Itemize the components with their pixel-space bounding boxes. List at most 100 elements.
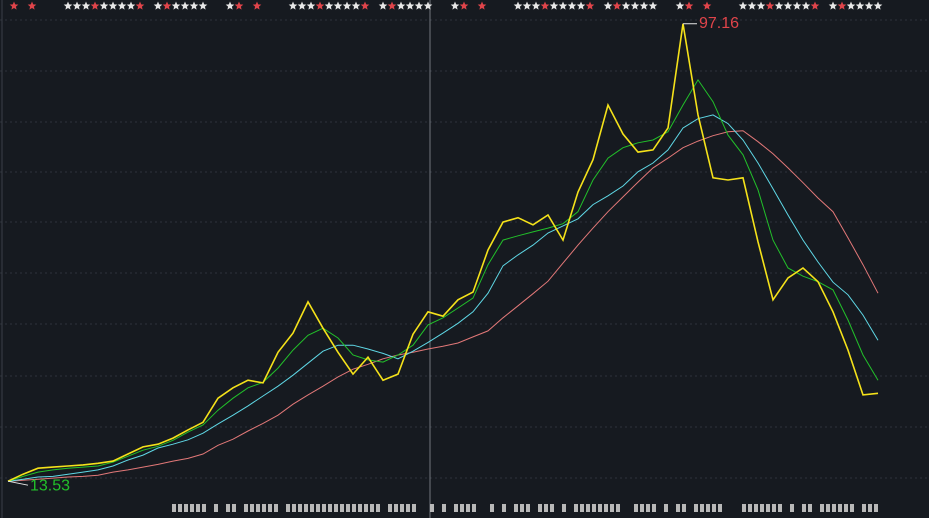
r-icon	[742, 504, 746, 512]
star-icon	[531, 1, 541, 10]
star-icon	[342, 1, 352, 10]
star-icon	[513, 1, 523, 10]
r-icon	[766, 504, 770, 512]
r-icon	[394, 504, 398, 512]
star-icon	[747, 1, 757, 10]
r-icon	[772, 504, 776, 512]
r-icon	[616, 504, 620, 512]
r-icon	[520, 504, 524, 512]
r-icon	[808, 504, 812, 512]
r-icon	[370, 504, 374, 512]
star-icon	[171, 1, 181, 10]
r-icon	[760, 504, 764, 512]
star-icon	[162, 1, 172, 10]
star-icon	[423, 1, 433, 10]
r-icon	[514, 504, 518, 512]
star-icon	[108, 1, 118, 10]
star-icon	[792, 1, 802, 10]
star-icon	[675, 1, 685, 10]
star-icon	[189, 1, 199, 10]
r-icon	[676, 504, 680, 512]
star-icon	[27, 1, 37, 10]
star-icon	[783, 1, 793, 10]
star-icon	[135, 1, 145, 10]
r-icon	[292, 504, 296, 512]
r-icon	[454, 504, 458, 512]
r-icon	[820, 504, 824, 512]
star-icon	[180, 1, 190, 10]
star-icon	[72, 1, 82, 10]
star-icon	[603, 1, 613, 10]
r-icon	[838, 504, 842, 512]
r-icon	[718, 504, 722, 512]
r-icon	[526, 504, 530, 512]
r-icon	[562, 504, 566, 512]
r-icon	[328, 504, 332, 512]
r-icon	[262, 504, 266, 512]
r-icon	[358, 504, 362, 512]
star-icon	[405, 1, 415, 10]
star-icon	[855, 1, 865, 10]
star-icon	[117, 1, 127, 10]
star-icon	[396, 1, 406, 10]
moving-average-line	[7, 114, 879, 482]
r-icon	[232, 504, 236, 512]
r-icon	[652, 504, 656, 512]
r-icon	[862, 504, 866, 512]
r-icon	[310, 504, 314, 512]
r-icon	[196, 504, 200, 512]
r-icon	[178, 504, 182, 512]
star-icon	[360, 1, 370, 10]
r-icon	[268, 504, 272, 512]
r-icon	[172, 504, 176, 512]
r-icon	[322, 504, 326, 512]
r-icon	[340, 504, 344, 512]
star-icon	[738, 1, 748, 10]
r-icon	[286, 504, 290, 512]
r-icon	[874, 504, 878, 512]
star-icon	[459, 1, 469, 10]
price-line	[7, 23, 879, 482]
star-icon	[639, 1, 649, 10]
r-icon	[316, 504, 320, 512]
max-label: 97.16	[699, 15, 739, 32]
star-icon	[864, 1, 874, 10]
star-icon	[450, 1, 460, 10]
star-icon	[810, 1, 820, 10]
star-icon	[801, 1, 811, 10]
r-icon	[190, 504, 194, 512]
r-icon	[790, 504, 794, 512]
r-icon	[400, 504, 404, 512]
r-icon	[460, 504, 464, 512]
r-icon	[844, 504, 848, 512]
r-icon	[304, 504, 308, 512]
r-icon	[850, 504, 854, 512]
star-icon	[585, 1, 595, 10]
star-icon	[576, 1, 586, 10]
star-icon	[234, 1, 244, 10]
star-icon	[702, 1, 712, 10]
star-icon	[648, 1, 658, 10]
star-icon	[828, 1, 838, 10]
r-icon	[610, 504, 614, 512]
star-icon	[756, 1, 766, 10]
r-icon	[538, 504, 542, 512]
r-icon	[490, 504, 494, 512]
star-icon	[846, 1, 856, 10]
moving-average-line	[7, 130, 879, 482]
r-icon	[598, 504, 602, 512]
r-icon	[502, 504, 506, 512]
star-icon	[774, 1, 784, 10]
r-icon	[580, 504, 584, 512]
star-icon	[297, 1, 307, 10]
star-icon	[225, 1, 235, 10]
r-icon	[466, 504, 470, 512]
star-icon	[378, 1, 388, 10]
r-icon	[640, 504, 644, 512]
r-icon	[664, 504, 668, 512]
r-icon	[700, 504, 704, 512]
r-icon	[364, 504, 368, 512]
r-icon	[214, 504, 218, 512]
